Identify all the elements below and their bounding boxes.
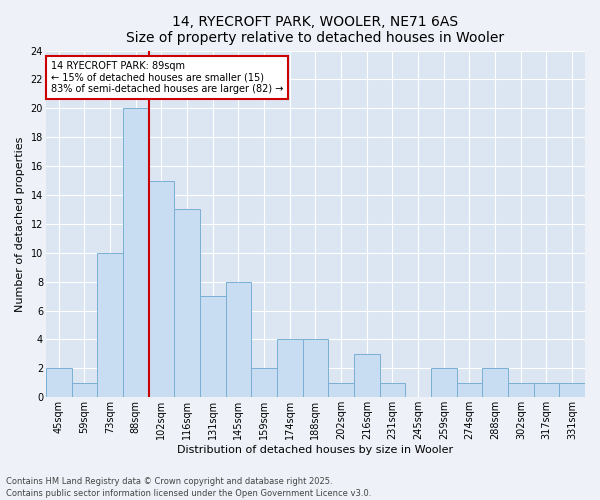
X-axis label: Distribution of detached houses by size in Wooler: Distribution of detached houses by size … bbox=[178, 445, 454, 455]
Bar bbox=[559, 383, 585, 398]
Bar bbox=[431, 368, 457, 398]
Bar bbox=[200, 296, 226, 398]
Bar bbox=[226, 282, 251, 398]
Bar bbox=[482, 368, 508, 398]
Bar bbox=[328, 383, 354, 398]
Text: Contains HM Land Registry data © Crown copyright and database right 2025.
Contai: Contains HM Land Registry data © Crown c… bbox=[6, 476, 371, 498]
Bar bbox=[71, 383, 97, 398]
Bar bbox=[174, 210, 200, 398]
Title: 14, RYECROFT PARK, WOOLER, NE71 6AS
Size of property relative to detached houses: 14, RYECROFT PARK, WOOLER, NE71 6AS Size… bbox=[127, 15, 505, 45]
Bar bbox=[533, 383, 559, 398]
Bar bbox=[302, 340, 328, 398]
Bar bbox=[354, 354, 380, 398]
Bar bbox=[251, 368, 277, 398]
Bar bbox=[277, 340, 302, 398]
Text: 14 RYECROFT PARK: 89sqm
← 15% of detached houses are smaller (15)
83% of semi-de: 14 RYECROFT PARK: 89sqm ← 15% of detache… bbox=[51, 61, 284, 94]
Bar bbox=[123, 108, 149, 398]
Bar bbox=[97, 253, 123, 398]
Bar bbox=[46, 368, 71, 398]
Bar bbox=[457, 383, 482, 398]
Bar bbox=[149, 180, 174, 398]
Bar bbox=[508, 383, 533, 398]
Bar bbox=[380, 383, 405, 398]
Y-axis label: Number of detached properties: Number of detached properties bbox=[15, 136, 25, 312]
